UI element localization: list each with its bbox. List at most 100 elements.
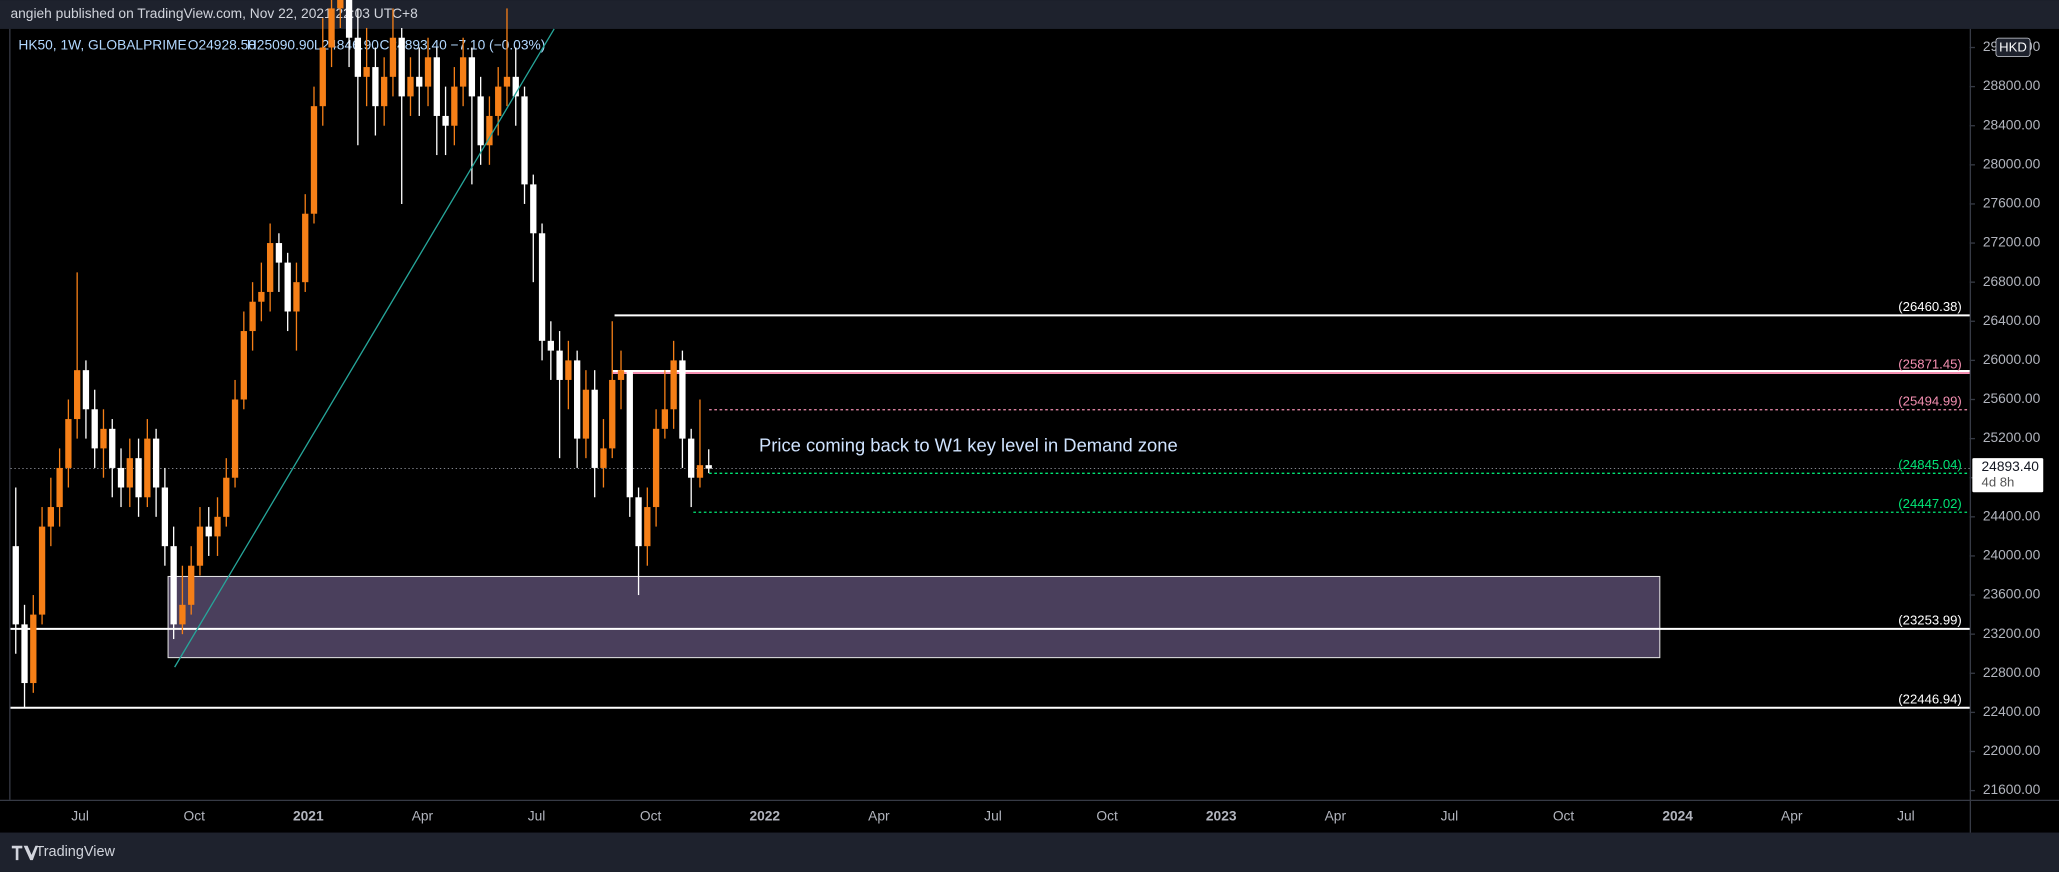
demand-zone — [167, 575, 1661, 659]
candle-body — [38, 526, 46, 615]
y-tick-label: 23200.00 — [1983, 626, 2041, 641]
candle-body — [538, 233, 546, 341]
candle-body — [442, 115, 449, 126]
level-label: (23253.99) — [1898, 612, 1961, 627]
candle-body — [100, 428, 107, 449]
candle-body — [389, 37, 397, 77]
candle-body — [451, 86, 458, 126]
candle-body — [688, 438, 695, 478]
x-tick-label: Apr — [412, 808, 434, 823]
candle-body — [12, 546, 19, 625]
candle-body — [433, 57, 440, 116]
x-tick-label: Oct — [640, 808, 662, 823]
candle-body — [152, 438, 160, 488]
candle-body — [109, 428, 116, 468]
candle-body — [565, 360, 572, 380]
y-tick-label: 21600.00 — [1983, 782, 2041, 797]
brand: TradingView — [35, 844, 115, 860]
y-tick-label: 26800.00 — [1983, 274, 2041, 289]
y-tick-label: 26400.00 — [1983, 313, 2041, 328]
currency-badge — [1995, 37, 2031, 57]
candle-body — [705, 465, 712, 469]
x-tick-label: 2021 — [293, 808, 324, 823]
candle-body — [363, 67, 370, 77]
candle-body — [652, 428, 660, 508]
candle-body — [74, 370, 81, 420]
level-label: (25494.99) — [1898, 393, 1961, 408]
candle-body — [398, 37, 405, 97]
currency: HKD — [1999, 39, 2027, 54]
x-tick-label: 2024 — [1662, 808, 1693, 823]
y-tick-label: 28400.00 — [1983, 117, 2041, 132]
ohlc-close: C24893.40 — [379, 38, 447, 53]
candle-body — [319, 47, 326, 107]
x-tick-label: Apr — [1781, 808, 1803, 823]
candle-body — [521, 96, 528, 185]
candle-body — [284, 262, 291, 312]
candle-body — [600, 448, 607, 468]
y-tick-label: 25600.00 — [1983, 391, 2041, 406]
y-tick-label: 22000.00 — [1983, 743, 2041, 758]
y-tick-label: 27600.00 — [1983, 196, 2041, 211]
ohlc-open: O24928.50 — [188, 38, 256, 53]
candle-body — [459, 57, 467, 87]
x-tick-label: Jul — [1441, 808, 1459, 823]
candle-body — [214, 516, 221, 537]
candle-body — [231, 399, 239, 478]
candle-body — [556, 350, 563, 380]
candle-body — [609, 379, 616, 449]
candle-body — [56, 467, 63, 508]
candle-body — [530, 184, 537, 234]
y-tick-label: 27200.00 — [1983, 235, 2041, 250]
candle-body — [179, 604, 186, 625]
candle-body — [240, 331, 247, 400]
candle-body — [328, 8, 335, 48]
candle-body — [495, 86, 502, 116]
candle-body — [196, 526, 204, 566]
x-tick-label: Apr — [1325, 808, 1347, 823]
candle-body — [293, 282, 300, 312]
x-tick-label: Jul — [528, 808, 546, 823]
candle-body — [205, 526, 212, 537]
candle-body — [670, 360, 677, 410]
x-tick-label: 2022 — [749, 808, 780, 823]
countdown: 4d 8h — [1982, 475, 2015, 490]
candle-body — [424, 57, 432, 87]
candle-body — [345, 0, 353, 38]
y-tick-label: 22800.00 — [1983, 665, 2041, 680]
candle-body — [591, 389, 598, 468]
candle-body — [275, 243, 283, 263]
candle-body — [635, 497, 642, 547]
y-tick-label: 25200.00 — [1983, 430, 2041, 445]
candle-body — [486, 115, 493, 146]
candle-body — [310, 106, 318, 214]
y-tick-label: 24000.00 — [1983, 548, 2041, 563]
y-tick-label: 24400.00 — [1983, 508, 2041, 523]
price-tag — [1972, 458, 2044, 493]
y-tick-label: 23600.00 — [1983, 587, 2041, 602]
candle-body — [372, 67, 379, 107]
candle-body — [582, 389, 590, 439]
candle-body — [47, 507, 54, 527]
y-tick-label: 22400.00 — [1983, 704, 2041, 719]
candle-body — [188, 565, 195, 605]
annotation: Price coming back to W1 key level in Dem… — [759, 434, 1178, 455]
candle-body — [21, 624, 28, 684]
candle-body — [679, 360, 686, 439]
candle-body — [91, 409, 98, 449]
candle-body — [223, 477, 230, 517]
change: −7.10 (−0.03%) — [450, 38, 545, 53]
publisher: angieh published on TradingView.com, Nov… — [11, 6, 419, 21]
y-tick-label: 26000.00 — [1983, 352, 2041, 367]
level-label: (24845.04) — [1898, 457, 1961, 472]
level-label: (24447.02) — [1898, 496, 1961, 511]
candle-body — [30, 614, 37, 684]
candle-body — [617, 370, 625, 380]
brand-logo — [11, 845, 39, 861]
level-label: (22446.94) — [1898, 691, 1961, 706]
candle-body — [468, 57, 476, 97]
candle-body — [117, 467, 125, 488]
footer-bar — [0, 832, 2059, 872]
